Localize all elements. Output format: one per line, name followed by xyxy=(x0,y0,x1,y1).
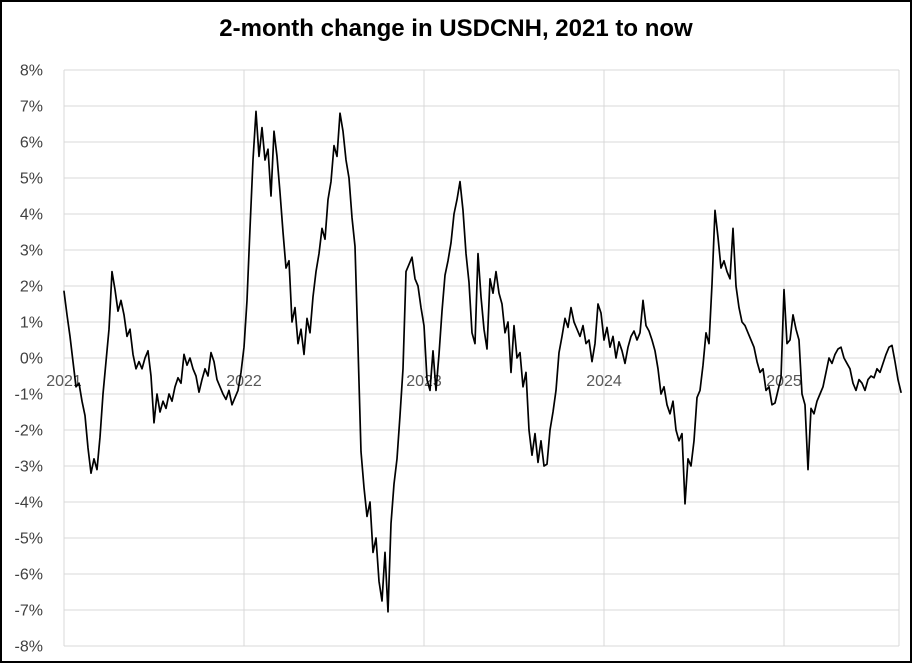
y-axis-tick-label: 7% xyxy=(20,99,43,116)
y-axis-tick-label: 0% xyxy=(20,351,43,368)
y-axis-tick-label: 3% xyxy=(20,243,43,260)
y-axis-tick-label: -8% xyxy=(15,639,43,656)
y-axis-tick-label: 6% xyxy=(20,135,43,152)
x-axis-year-label: 2025 xyxy=(766,373,802,390)
y-axis-tick-label: 4% xyxy=(20,207,43,224)
y-axis-tick-label: 1% xyxy=(20,315,43,332)
y-axis-tick-label: -2% xyxy=(15,423,43,440)
y-axis-tick-label: -3% xyxy=(15,459,43,476)
x-axis-year-label: 2023 xyxy=(406,373,442,390)
usdcnh-change-line xyxy=(63,110,902,613)
y-axis-tick-label: -5% xyxy=(15,531,43,548)
y-axis-tick-label: -4% xyxy=(15,495,43,512)
x-axis-year-label: 2022 xyxy=(226,373,262,390)
y-axis-tick-label: 8% xyxy=(20,63,43,80)
y-axis-tick-label: -7% xyxy=(15,603,43,620)
x-axis-year-label: 2021 xyxy=(46,373,82,390)
y-axis-tick-label: -1% xyxy=(15,387,43,404)
y-axis-tick-label: 5% xyxy=(20,171,43,188)
x-axis-year-label: 2024 xyxy=(586,373,622,390)
chart-title: 2-month change in USDCNH, 2021 to now xyxy=(219,15,693,42)
y-axis-tick-label: -6% xyxy=(15,567,43,584)
y-axis-tick-label: 2% xyxy=(20,279,43,296)
